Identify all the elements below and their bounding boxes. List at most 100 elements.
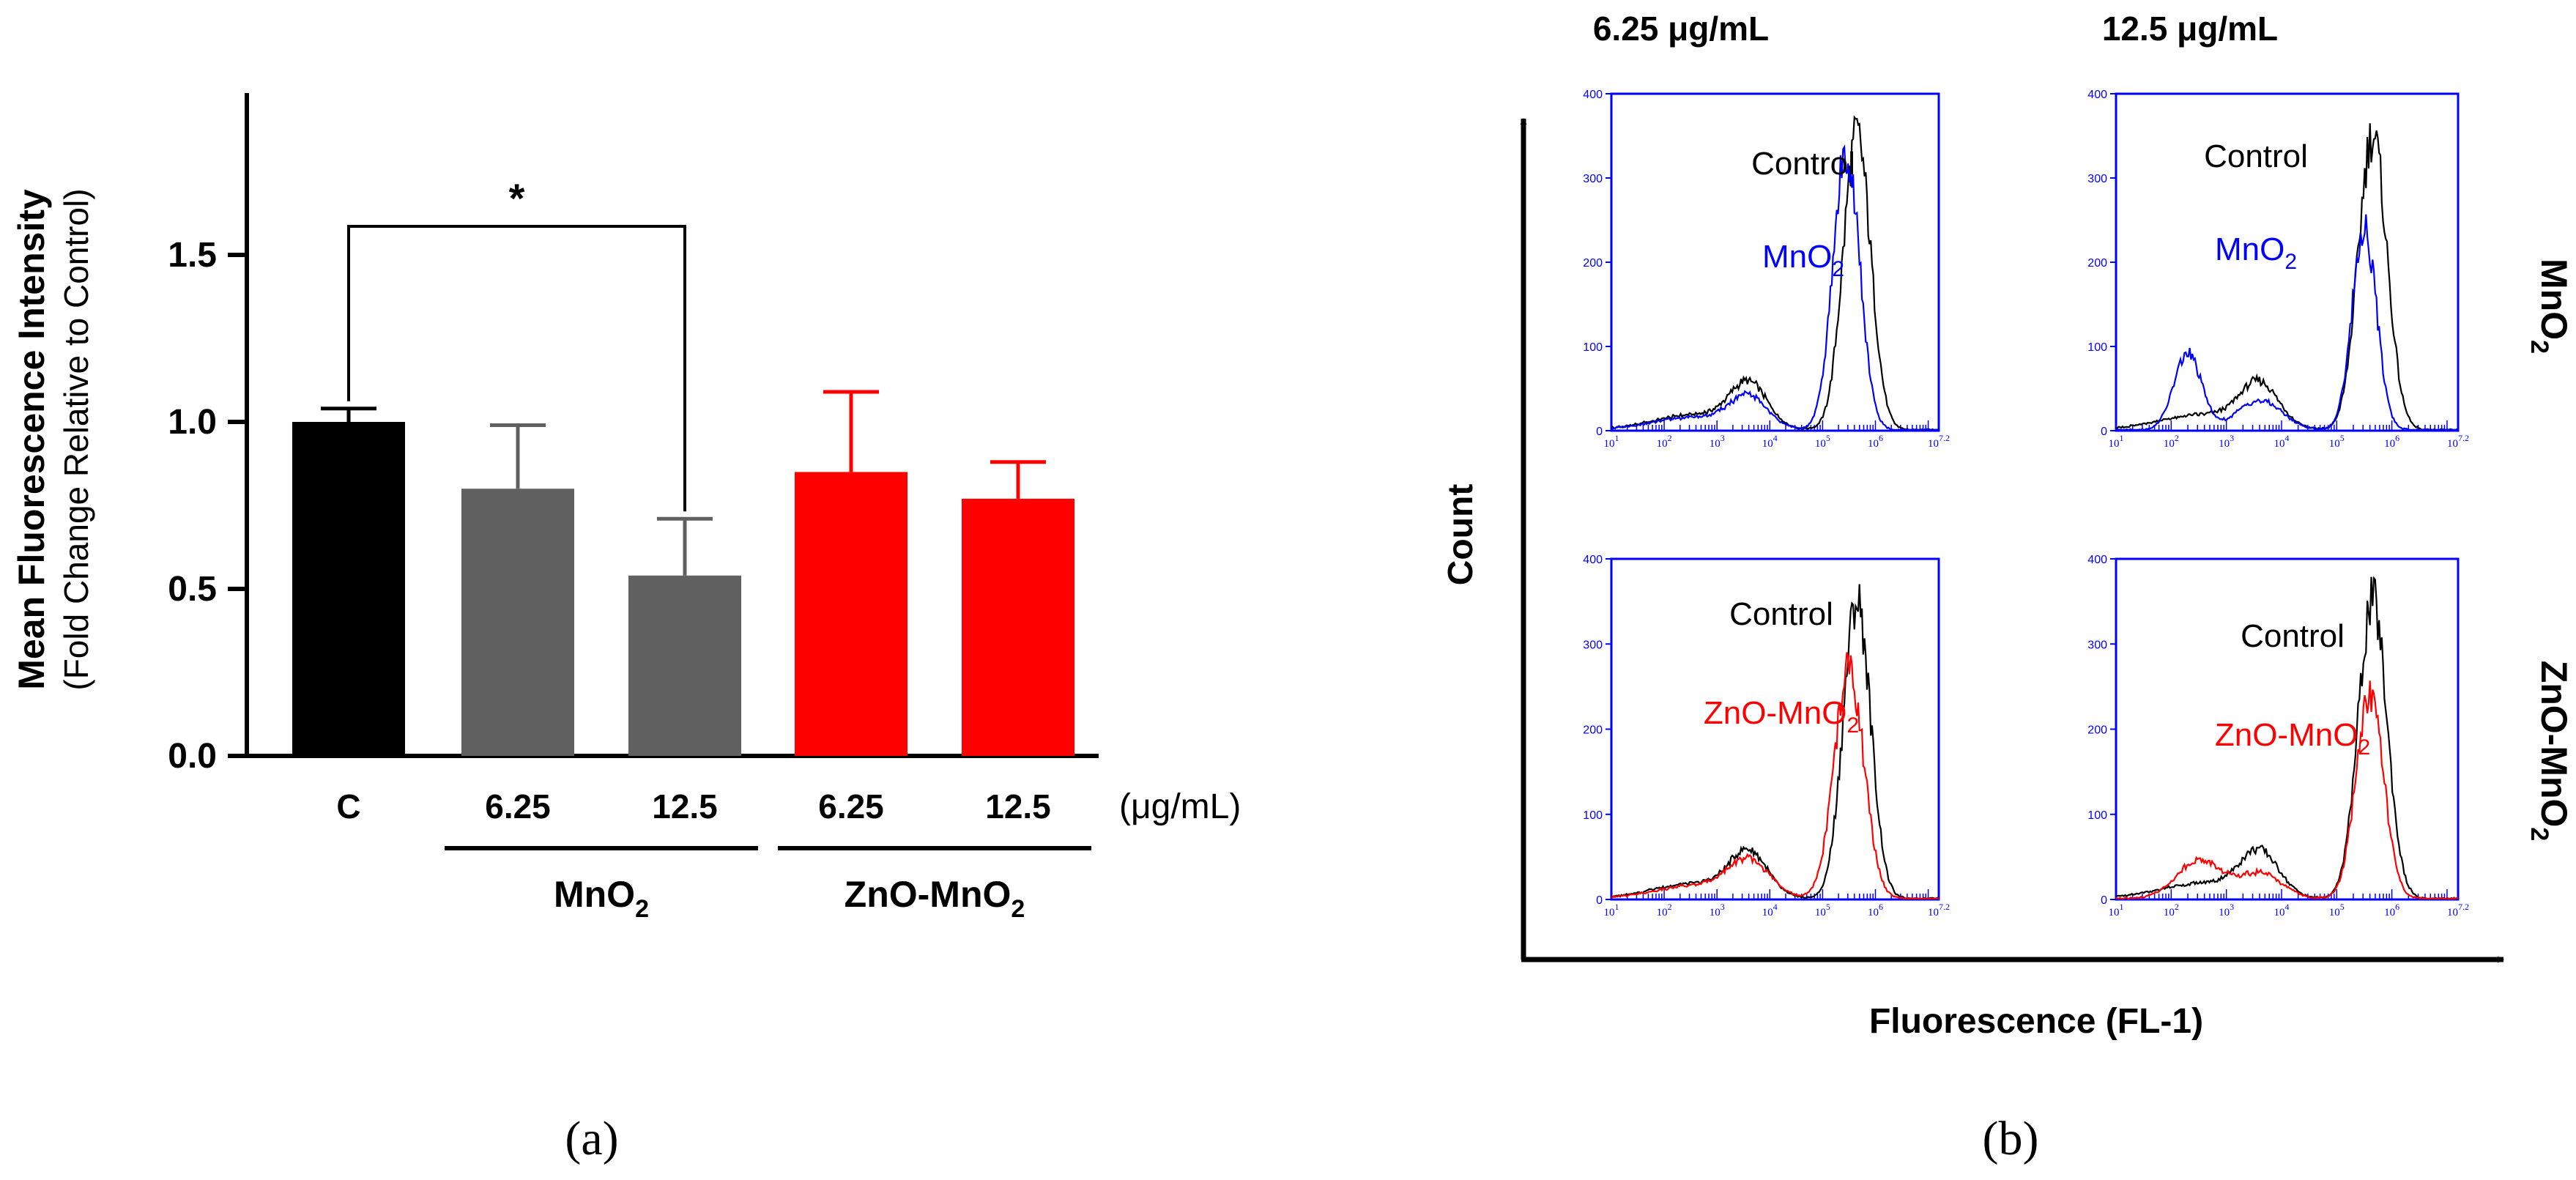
y-tick-label: 300 — [1583, 639, 1603, 651]
group-label: MnO2 — [554, 874, 649, 923]
treatment-legend-label: ZnO-MnO2 — [1704, 695, 1859, 738]
x-tick-label: 106 — [1868, 433, 1883, 450]
y-tick-label: 100 — [1583, 809, 1603, 822]
x-tick-label: 106 — [1868, 902, 1883, 919]
x-tick-label: 12.5 — [652, 787, 718, 825]
histogram-subplot: 0 100 200 300 400 101 102 103 104 105 106 107.2 Cont… — [1583, 89, 1950, 450]
bar — [292, 422, 405, 756]
control-histogram-line — [2115, 576, 2458, 900]
control-legend-label: Control — [2204, 138, 2308, 174]
treatment-legend-label: ZnO-MnO2 — [2215, 717, 2370, 760]
y-tick-label: 1.5 — [168, 236, 217, 275]
column-headers: 6.25 μg/mL 12.5 μg/mL — [1593, 10, 2278, 48]
column-header-2: 12.5 μg/mL — [2102, 10, 2278, 48]
x-tick-label: 103 — [1710, 433, 1725, 450]
control-legend-label: Control — [2241, 618, 2345, 654]
x-tick-label: 101 — [1604, 902, 1619, 919]
histogram-subplot: 0 100 200 300 400 101 102 103 104 105 106 107.2 Cont… — [2087, 89, 2469, 450]
y-tick-label: 1.0 — [168, 403, 217, 442]
x-tick-label: 103 — [2219, 433, 2234, 450]
plot-frame — [1610, 557, 1940, 901]
group-label: ZnO-MnO2 — [845, 874, 1025, 923]
treatment-histogram-line — [1611, 652, 1940, 899]
x-tick-label: 104 — [1762, 433, 1778, 450]
x-tick-label: 105 — [1815, 902, 1830, 919]
y-tick-label: 0.5 — [168, 570, 217, 609]
y-tick-label: 100 — [2087, 341, 2107, 354]
y-tick-label: 300 — [2087, 639, 2107, 651]
plot-frame — [1610, 92, 1940, 432]
row-label: MnO2 — [2525, 259, 2575, 354]
y-tick-label: 0 — [1596, 426, 1603, 438]
fluorescence-axis-label: Fluorescence (FL-1) — [1869, 1002, 2203, 1041]
bar-chart-panel: Mean Fluorescence Intensity (Fold Change… — [11, 93, 1241, 1165]
y-tick-label: 400 — [2087, 554, 2107, 566]
x-tick-label: 102 — [1657, 433, 1672, 450]
plot-frame — [2115, 92, 2460, 432]
bar — [628, 575, 741, 756]
histogram-panel: 6.25 μg/mL 12.5 μg/mL Count Fluorescence… — [1441, 10, 2575, 1165]
plot-frame — [2115, 557, 2460, 901]
y-axis-subtitle: (Fold Change Relative to Control) — [57, 188, 95, 690]
treatment-histogram-line — [2115, 214, 2459, 431]
histogram-subplot: 0 100 200 300 400 101 102 103 104 105 106 107.2 Cont… — [1583, 554, 1950, 919]
histogram-subplot: 0 100 200 300 400 101 102 103 104 105 106 107.2 Cont… — [2087, 554, 2469, 919]
x-tick-label: 104 — [1762, 902, 1778, 919]
bar — [962, 498, 1074, 756]
x-tick-label: 102 — [2164, 902, 2179, 919]
y-tick-label: 300 — [2087, 173, 2107, 185]
y-tick-label: 0.0 — [168, 737, 217, 776]
y-axis-title: Mean Fluorescence Intensity — [11, 189, 52, 690]
y-tick-label: 100 — [2087, 809, 2107, 822]
x-tick-label: 6.25 — [818, 787, 884, 825]
x-tick-label: 101 — [1604, 433, 1619, 450]
x-tick-label: 106 — [2384, 433, 2399, 450]
treatment-histogram-line — [1611, 144, 1940, 431]
x-tick-label: 6.25 — [485, 787, 551, 825]
x-tick-label: C — [336, 787, 360, 825]
bar — [795, 472, 907, 756]
x-tick-label: 105 — [2329, 433, 2345, 450]
control-legend-label: Control — [1751, 146, 1855, 182]
panel-label-b: (b) — [1983, 1112, 2039, 1165]
x-tick-label: 104 — [2274, 902, 2289, 919]
x-tick-label: 105 — [2329, 902, 2345, 919]
column-header-1: 6.25 μg/mL — [1593, 10, 1769, 48]
x-tick-label: 102 — [1657, 902, 1672, 919]
y-tick-label: 400 — [2087, 89, 2107, 101]
y-tick-label: 400 — [1583, 554, 1603, 566]
treatment-legend-label: MnO2 — [1762, 239, 1844, 281]
treatment-legend-label: MnO2 — [2215, 231, 2297, 274]
y-tick-label: 200 — [2087, 257, 2107, 270]
x-tick-label: 106 — [2384, 902, 2399, 919]
y-tick-label: 200 — [1583, 257, 1603, 270]
x-tick-label: 107.2 — [2447, 433, 2469, 450]
x-tick-label: 103 — [1710, 902, 1725, 919]
panel-label-a: (a) — [565, 1112, 618, 1165]
x-tick-label: 101 — [2109, 433, 2124, 450]
y-tick-label: 400 — [1583, 89, 1603, 101]
y-tick-label: 200 — [2087, 724, 2107, 737]
significance-label: * — [509, 175, 525, 221]
treatment-histogram-line — [2115, 680, 2459, 900]
x-tick-label: 107.2 — [1928, 433, 1950, 450]
row-label: ZnO-MnO2 — [2525, 661, 2575, 842]
x-tick-label: 105 — [1815, 433, 1830, 450]
x-tick-label: 107.2 — [2447, 902, 2469, 919]
count-axis-label: Count — [1441, 484, 1480, 586]
significance-bracket — [347, 225, 686, 512]
y-tick-label: 0 — [2101, 894, 2107, 907]
y-tick-label: 100 — [1583, 341, 1603, 354]
x-tick-label: 107.2 — [1928, 902, 1950, 919]
bar — [461, 489, 574, 756]
y-tick-label: 300 — [1583, 173, 1603, 185]
x-tick-label: 103 — [2219, 902, 2234, 919]
control-legend-label: Control — [1729, 596, 1833, 632]
y-tick-label: 0 — [1596, 894, 1603, 907]
y-tick-label: 0 — [2101, 426, 2107, 438]
y-tick-label: 200 — [1583, 724, 1603, 737]
x-tick-label: 101 — [2109, 902, 2124, 919]
x-tick-label: 12.5 — [985, 787, 1051, 825]
unit-label: (μg/mL) — [1119, 787, 1241, 826]
